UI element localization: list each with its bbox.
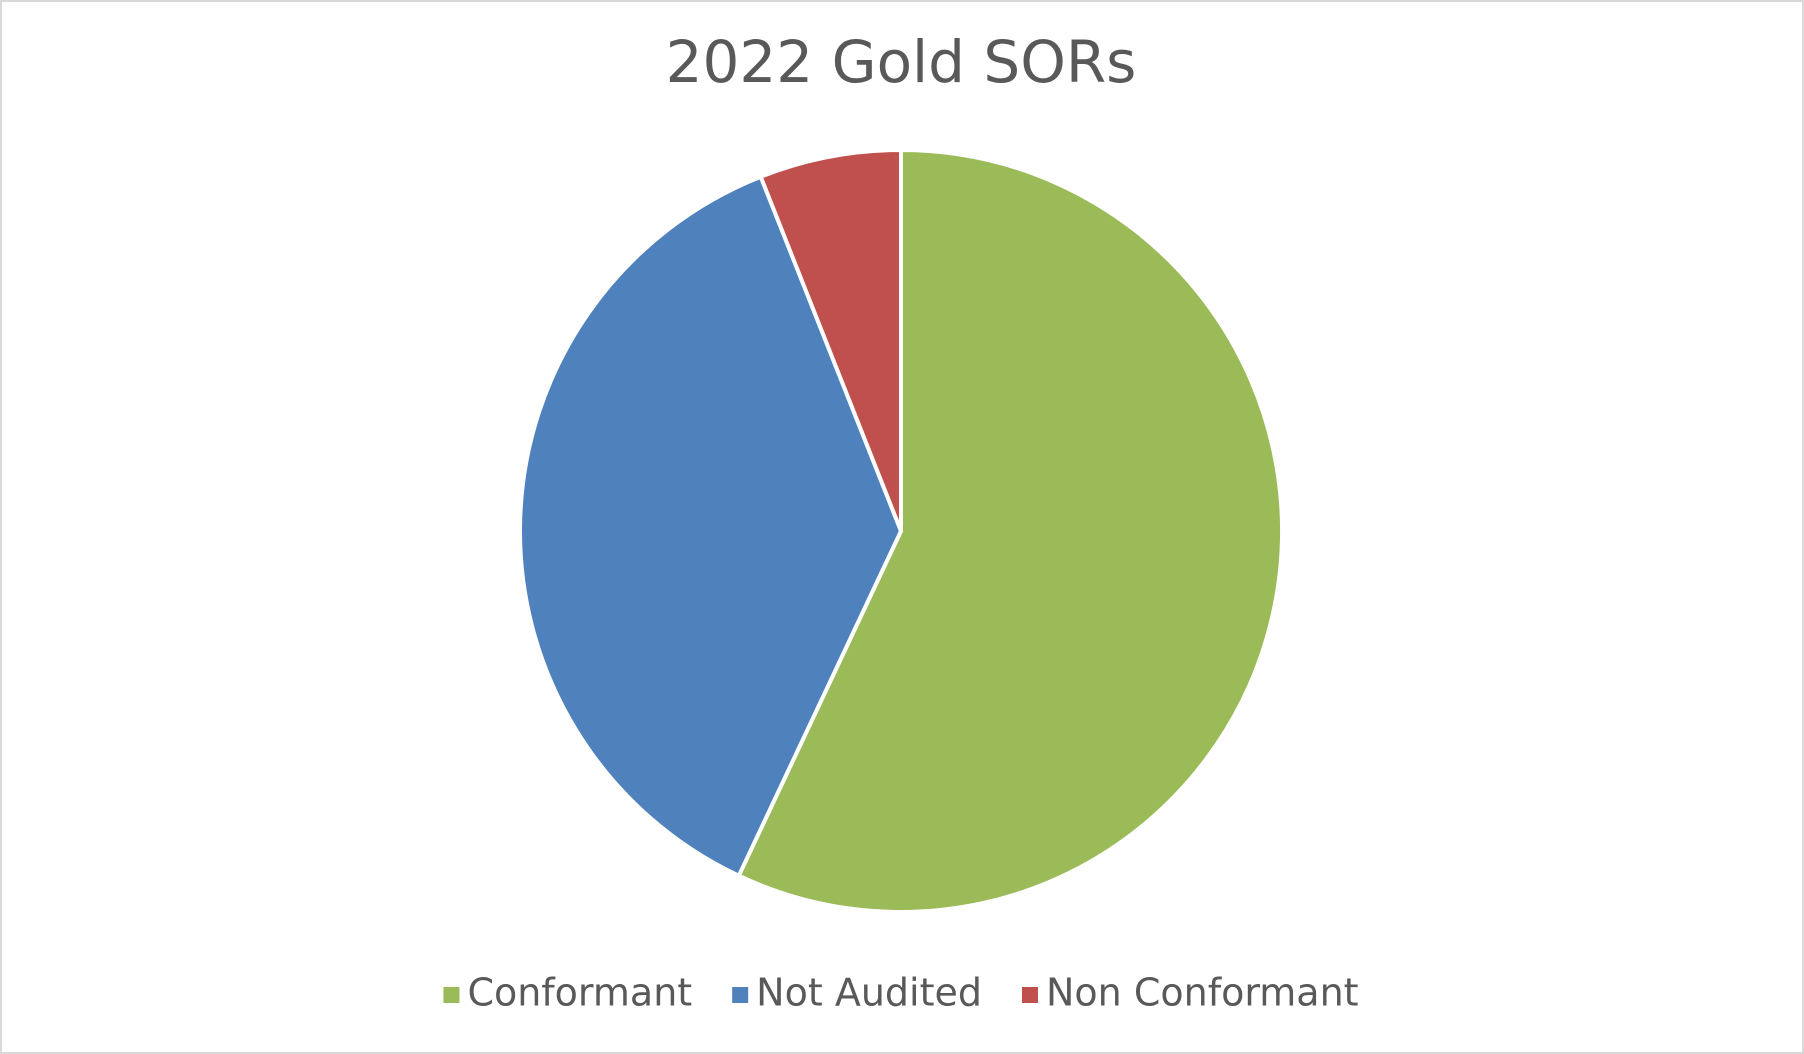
legend-swatch xyxy=(1021,987,1038,1003)
legend-swatch xyxy=(732,987,749,1003)
pie-slice xyxy=(736,147,1284,914)
legend-label: Not Audited xyxy=(756,971,982,1015)
chart-title: 2022 Gold SORs xyxy=(666,28,1137,96)
legend-swatch xyxy=(443,987,460,1003)
legend-label: Non Conformant xyxy=(1046,971,1359,1015)
pie-slice xyxy=(518,174,904,879)
pie-slice xyxy=(758,147,903,532)
legend-label: Conformant xyxy=(467,971,692,1015)
